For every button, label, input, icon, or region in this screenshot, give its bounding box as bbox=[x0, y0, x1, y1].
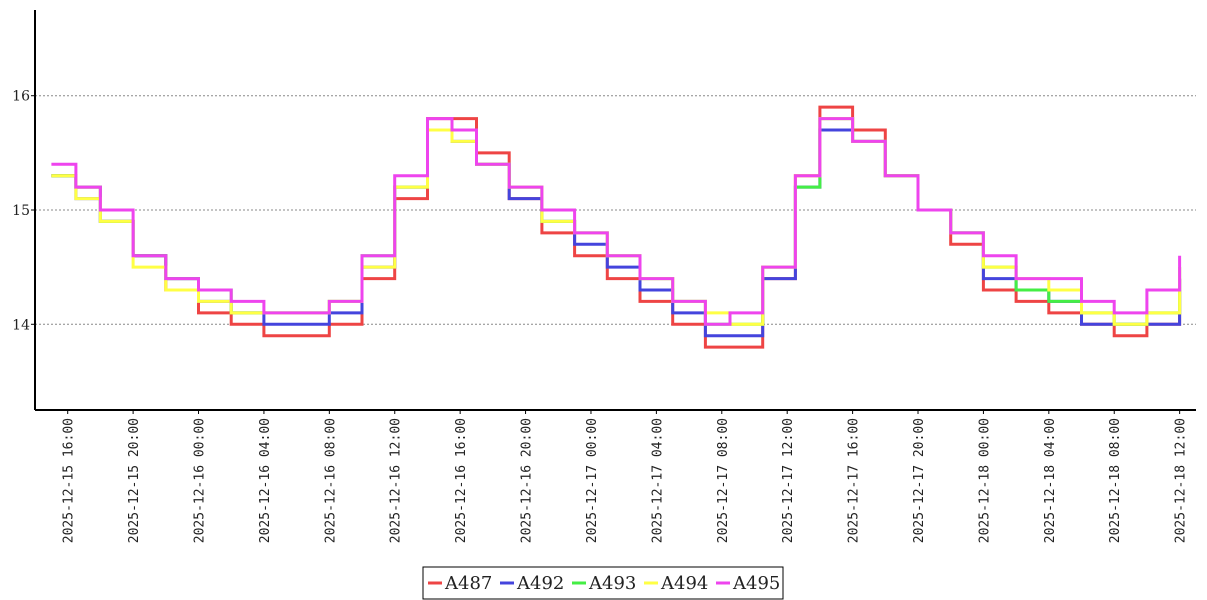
x-tick-label: 2025-12-18 00:00 bbox=[977, 418, 992, 543]
series-line-a487 bbox=[51, 105, 1182, 349]
legend: A487 A492 A493 A494 A495 bbox=[422, 566, 784, 600]
y-tick-label: 16 bbox=[12, 89, 30, 105]
x-tick-label: 2025-12-15 20:00 bbox=[127, 418, 142, 543]
legend-label: A493 bbox=[588, 573, 636, 594]
x-tick-label: 2025-12-17 12:00 bbox=[781, 418, 796, 543]
x-tick-label: 2025-12-16 16:00 bbox=[454, 418, 469, 543]
series-line-a492 bbox=[51, 128, 1182, 338]
x-tick-label: 2025-12-15 16:00 bbox=[62, 418, 77, 543]
x-tick-label: 2025-12-18 08:00 bbox=[1108, 418, 1123, 543]
series-line-a494 bbox=[51, 117, 1182, 326]
x-tick-label: 2025-12-17 04:00 bbox=[650, 418, 665, 543]
x-tick-label: 2025-12-17 08:00 bbox=[716, 418, 731, 543]
grid-lines bbox=[35, 95, 1196, 325]
x-tick-label: 2025-12-16 08:00 bbox=[323, 418, 338, 543]
legend-label: A494 bbox=[660, 573, 708, 594]
legend-label: A495 bbox=[732, 573, 780, 594]
y-tick-label: 14 bbox=[12, 317, 30, 333]
series-line-a493 bbox=[51, 117, 1182, 326]
x-tick-label: 2025-12-16 20:00 bbox=[520, 418, 535, 543]
legend-label: A492 bbox=[516, 573, 564, 594]
x-tick-label: 2025-12-16 00:00 bbox=[193, 418, 208, 543]
series-line-a495 bbox=[51, 117, 1182, 326]
x-tick-label: 2025-12-17 00:00 bbox=[585, 418, 600, 543]
x-tick-label: 2025-12-18 12:00 bbox=[1174, 418, 1189, 543]
x-tick-label: 2025-12-16 12:00 bbox=[389, 418, 404, 543]
x-tick-labels: 2025-12-15 16:00 2025-12-15 20:00 2025-12-… bbox=[62, 410, 1189, 543]
x-tick-label: 2025-12-16 04:00 bbox=[258, 418, 273, 543]
y-tick-labels: 14 15 16 bbox=[12, 89, 35, 333]
legend-label: A487 bbox=[444, 573, 492, 594]
x-tick-label: 2025-12-17 16:00 bbox=[847, 418, 862, 543]
x-tick-label: 2025-12-18 04:00 bbox=[1043, 418, 1058, 543]
series-layer bbox=[51, 105, 1182, 349]
x-tick-label: 2025-12-17 20:00 bbox=[912, 418, 927, 543]
y-tick-label: 15 bbox=[12, 203, 30, 219]
